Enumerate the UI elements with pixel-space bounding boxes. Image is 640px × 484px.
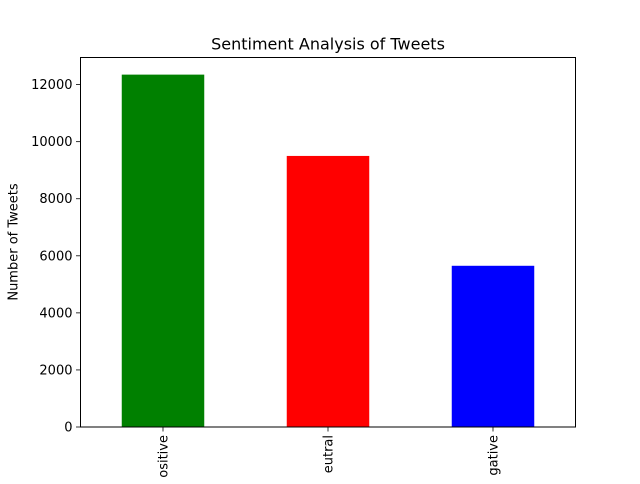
bar-positive — [121, 74, 205, 427]
y-tick-label-10000: 10000 — [31, 135, 72, 150]
bar-negative — [451, 265, 535, 427]
y-tick-label-8000: 8000 — [39, 192, 72, 207]
y-tick-label-12000: 12000 — [31, 78, 72, 93]
plot-frame — [80, 57, 576, 428]
y-axis: 0 2000 4000 6000 8000 10000 12000 — [31, 78, 81, 436]
y-axis-label: Number of Tweets — [7, 183, 22, 301]
x-tick-label-negative: gative — [487, 435, 502, 476]
y-tick-label-6000: 6000 — [39, 249, 72, 264]
x-tick-label-positive: ositive — [157, 435, 172, 478]
y-tick-label-4000: 4000 — [39, 306, 72, 321]
x-axis: ositive eutral gative — [157, 427, 502, 478]
chart-title: Sentiment Analysis of Tweets — [211, 35, 445, 54]
x-tick-label-neutral: eutral — [322, 435, 337, 473]
y-tick-label-0: 0 — [64, 421, 72, 436]
bar-neutral — [286, 155, 370, 427]
y-tick-label-2000: 2000 — [39, 363, 72, 378]
bars-layer — [121, 74, 535, 427]
